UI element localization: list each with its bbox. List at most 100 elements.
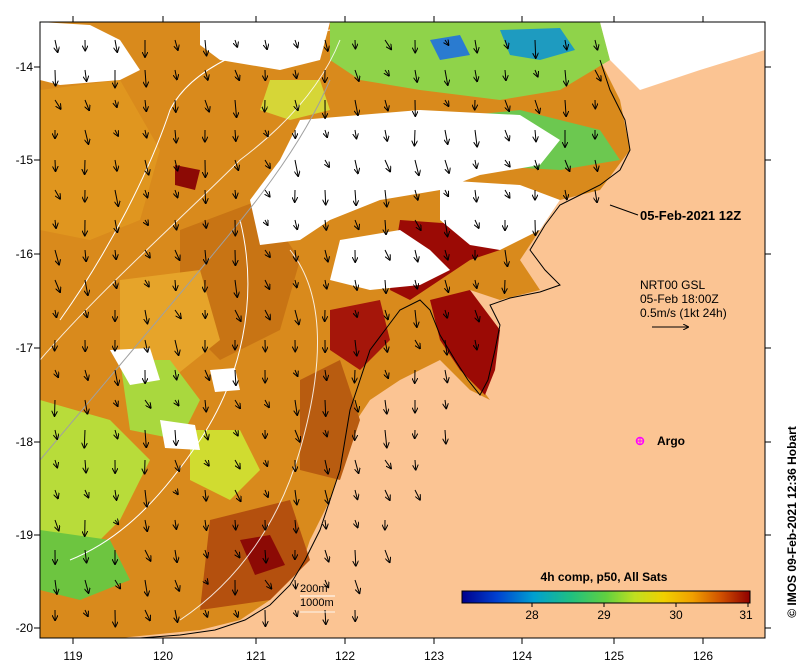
current-arrow-icon bbox=[295, 249, 296, 261]
lat-tick-label: -18 bbox=[16, 435, 34, 449]
current-arrow-icon bbox=[85, 129, 88, 144]
sst-cool-area bbox=[500, 28, 575, 60]
current-arrow-icon bbox=[565, 39, 567, 49]
current-arrow-icon bbox=[175, 490, 178, 494]
current-arrow-icon bbox=[85, 69, 87, 81]
current-arrow-icon bbox=[55, 489, 58, 498]
current-arrow-icon bbox=[234, 309, 241, 321]
current-arrow-icon bbox=[205, 429, 208, 439]
current-arrow-icon bbox=[55, 309, 56, 317]
current-arrow-icon bbox=[235, 369, 236, 385]
current-arrow-icon bbox=[355, 489, 357, 499]
current-arrow-icon bbox=[475, 69, 477, 81]
current-arrow-icon bbox=[325, 369, 327, 380]
current-arrow-icon bbox=[564, 159, 570, 171]
current-arrow-icon bbox=[55, 69, 56, 86]
sst-hot-area bbox=[240, 535, 285, 575]
current-arrow-icon bbox=[295, 69, 297, 78]
current-arrow-icon bbox=[505, 39, 508, 48]
current-arrow-icon bbox=[325, 39, 328, 51]
current-arrow-icon bbox=[55, 579, 57, 594]
current-arrow-icon bbox=[265, 129, 268, 136]
current-arrow-icon bbox=[355, 339, 357, 356]
current-arrow-icon bbox=[295, 159, 298, 176]
sst-patch bbox=[40, 80, 160, 240]
current-arrow-icon bbox=[54, 279, 60, 292]
current-arrow-icon bbox=[325, 519, 326, 529]
current-arrow-icon bbox=[85, 309, 87, 317]
current-arrow-icon bbox=[54, 189, 60, 199]
current-arrow-icon bbox=[355, 69, 359, 81]
current-arrow-icon bbox=[414, 339, 420, 348]
current-arrow-icon bbox=[265, 459, 267, 466]
current-arrow-icon bbox=[115, 399, 118, 406]
current-arrow-icon bbox=[115, 129, 118, 136]
current-arrow-icon bbox=[175, 519, 176, 529]
colorbar-tick-label: 30 bbox=[669, 608, 683, 622]
current-arrow-icon bbox=[234, 459, 240, 468]
lon-tick-label: 120 bbox=[153, 649, 173, 663]
lon-tick-label: 121 bbox=[246, 649, 266, 663]
longitude-labels: 119 120 121 122 123 124 125 126 bbox=[63, 649, 713, 663]
current-arrow-icon bbox=[115, 369, 118, 385]
current-arrow-icon bbox=[144, 549, 151, 561]
cloud-mask bbox=[40, 22, 140, 85]
current-arrow-icon bbox=[175, 429, 176, 445]
current-arrow-icon bbox=[445, 429, 446, 444]
current-arrow-icon bbox=[295, 609, 297, 616]
current-arrow-icon bbox=[205, 219, 206, 228]
current-arrow-icon bbox=[145, 159, 149, 175]
colorbar-title: 4h comp, p50, All Sats bbox=[541, 570, 668, 584]
current-arrow-icon bbox=[205, 189, 206, 203]
current-arrow-icon bbox=[414, 129, 415, 146]
sst-hot-area bbox=[330, 300, 390, 370]
current-arrow-icon bbox=[145, 339, 148, 352]
current-arrow-icon bbox=[175, 549, 177, 562]
current-arrow-icon bbox=[325, 429, 327, 436]
current-arrow-icon bbox=[265, 39, 267, 49]
current-arrow-icon bbox=[565, 189, 567, 199]
current-arrow-icon bbox=[415, 309, 417, 327]
lon-tick-label: 119 bbox=[63, 649, 82, 663]
current-arrow-icon bbox=[445, 369, 447, 382]
current-arrow-icon bbox=[235, 159, 238, 170]
current-arrow-icon bbox=[385, 99, 388, 110]
current-arrow-icon bbox=[295, 399, 297, 415]
current-arrow-icon bbox=[265, 549, 266, 563]
current-arrow-icon bbox=[565, 99, 566, 116]
current-arrow-icon bbox=[145, 99, 146, 111]
depth-contour-200m bbox=[59, 29, 331, 561]
current-arrow-icon bbox=[205, 489, 206, 501]
current-arrow-icon bbox=[475, 339, 477, 349]
date-pointer-line bbox=[609, 204, 639, 216]
current-arrow-icon bbox=[445, 339, 447, 355]
current-arrow-icon bbox=[475, 129, 477, 147]
current-arrow-icon bbox=[325, 399, 326, 416]
current-arrow-icon bbox=[235, 189, 236, 198]
current-arrow-icon bbox=[355, 159, 358, 173]
current-arrow-icon bbox=[385, 339, 387, 352]
current-arrow-icon bbox=[445, 309, 447, 318]
sst-cool-area bbox=[190, 430, 260, 500]
current-arrow-icon bbox=[385, 129, 387, 141]
latitude-labels: -14 -15 -16 -17 -18 -19 -20 bbox=[16, 60, 34, 635]
current-arrow-icon bbox=[415, 279, 417, 289]
current-arrow-icon bbox=[445, 219, 448, 236]
current-arrow-icon bbox=[295, 219, 297, 229]
current-arrow-icon bbox=[85, 369, 88, 380]
current-arrow-icon bbox=[595, 189, 597, 202]
axis-ticks bbox=[34, 16, 771, 644]
current-time-label: 05-Feb 18:00Z bbox=[640, 292, 719, 306]
current-arrow-icon bbox=[265, 399, 269, 407]
current-arrow-icon bbox=[294, 309, 299, 324]
current-arrow-icon bbox=[175, 369, 177, 379]
current-arrow-icon bbox=[55, 369, 58, 377]
current-arrow-icon bbox=[535, 39, 536, 58]
current-arrow-icon bbox=[384, 249, 390, 260]
current-arrow-icon bbox=[145, 489, 147, 507]
current-arrow-icon bbox=[205, 39, 207, 55]
current-arrow-icon bbox=[384, 459, 391, 468]
lat-tick-label: -14 bbox=[16, 60, 34, 74]
current-arrow-icon bbox=[144, 399, 151, 408]
